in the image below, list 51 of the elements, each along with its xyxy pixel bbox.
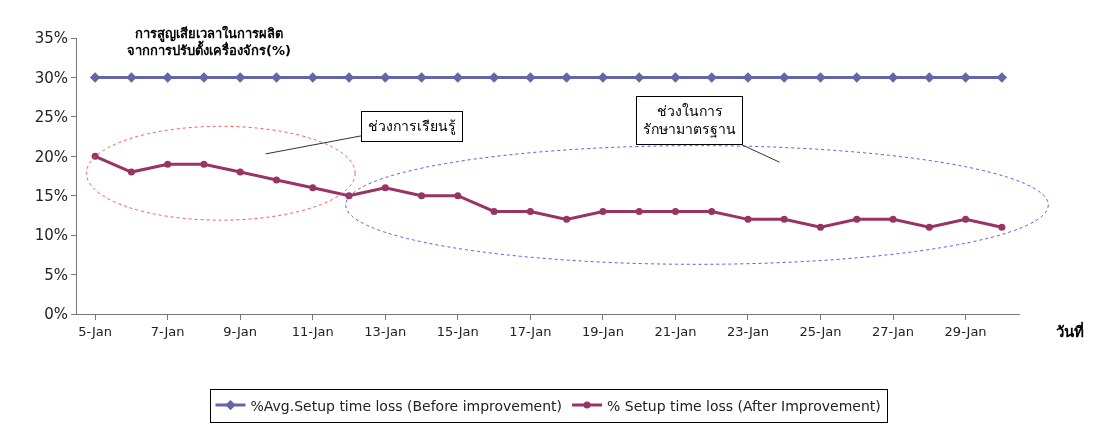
y-tick-label: 0% (44, 305, 68, 324)
legend-label: % Setup time loss (After Improvement) (607, 397, 881, 414)
point (817, 223, 825, 231)
x-tick-label: 5-Jan (78, 323, 112, 339)
x-tick-label: 21-Jan (654, 323, 697, 339)
point (272, 176, 280, 184)
point (236, 168, 244, 176)
x-axis-title: วันที่ (1056, 321, 1084, 341)
point (889, 215, 897, 223)
y-tick-label: 15% (34, 186, 68, 205)
point (708, 207, 716, 215)
y-tick-label: 30% (34, 68, 68, 87)
x-tick-label: 27-Jan (872, 323, 915, 339)
y-tick-label: 35% (34, 29, 68, 48)
point (490, 207, 498, 215)
chart-title: การสูญเสียเวลาในการผลิต จากการปรับตั้งเครื่องจักร(%) (127, 25, 291, 58)
point (599, 207, 607, 215)
point (671, 207, 679, 215)
point (563, 215, 571, 223)
point (962, 215, 970, 223)
legend-label: %Avg.Setup time loss (Before improvement) (250, 397, 563, 414)
x-tick-label: 19-Jan (581, 323, 624, 339)
y-tick-label: 25% (34, 108, 68, 127)
point (200, 160, 208, 168)
point (744, 215, 752, 223)
x-tick-label: 23-Jan (726, 323, 769, 339)
annotation: ช่วงในการ รักษามาตรฐาน (643, 103, 736, 139)
point (635, 207, 643, 215)
x-tick-label: 17-Jan (509, 323, 552, 339)
x-tick-label: 7-Jan (150, 323, 185, 339)
x-tick-label: 25-Jan (799, 323, 842, 339)
point (998, 223, 1006, 231)
point (853, 215, 861, 223)
point (925, 223, 933, 231)
point (381, 184, 389, 192)
point (780, 215, 788, 223)
annotation: ช่วงการเรียนรู้ (368, 118, 456, 135)
x-tick-label: 9-Jan (223, 323, 258, 339)
point (526, 207, 534, 215)
point (127, 168, 135, 176)
x-tick-label: 13-Jan (364, 323, 407, 339)
y-tick-label: 5% (44, 265, 68, 284)
x-tick-label: 11-Jan (291, 323, 334, 339)
y-tick-label: 20% (34, 147, 68, 166)
y-tick-label: 10% (34, 226, 68, 245)
point (164, 160, 172, 168)
x-tick-label: 29-Jan (944, 323, 987, 339)
point (418, 192, 426, 200)
x-tick-label: 15-Jan (436, 323, 479, 339)
point (454, 192, 462, 200)
point (309, 184, 317, 192)
